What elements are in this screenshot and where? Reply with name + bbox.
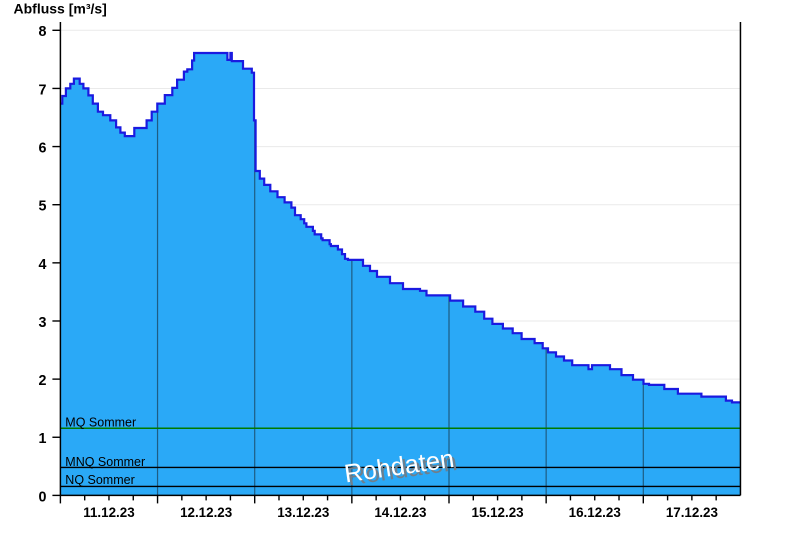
- svg-text:6: 6: [39, 140, 47, 156]
- svg-text:3: 3: [39, 315, 47, 331]
- svg-text:2: 2: [39, 373, 47, 389]
- svg-text:1: 1: [39, 431, 47, 447]
- svg-text:17.12.23: 17.12.23: [666, 505, 718, 520]
- svg-text:0: 0: [39, 489, 47, 505]
- svg-text:12.12.23: 12.12.23: [180, 505, 232, 520]
- svg-text:Abfluss [m³/s]: Abfluss [m³/s]: [14, 1, 107, 17]
- svg-text:15.12.23: 15.12.23: [472, 505, 524, 520]
- svg-text:14.12.23: 14.12.23: [374, 505, 426, 520]
- svg-text:MQ Sommer: MQ Sommer: [65, 415, 136, 429]
- svg-text:8: 8: [39, 24, 47, 40]
- svg-text:13.12.23: 13.12.23: [277, 505, 329, 520]
- svg-text:NQ Sommer: NQ Sommer: [65, 473, 134, 487]
- svg-text:5: 5: [39, 199, 47, 215]
- svg-text:4: 4: [39, 257, 47, 273]
- svg-text:MNQ Sommer: MNQ Sommer: [65, 455, 145, 469]
- svg-text:11.12.23: 11.12.23: [83, 505, 134, 520]
- svg-text:16.12.23: 16.12.23: [569, 505, 621, 520]
- svg-text:7: 7: [39, 82, 47, 98]
